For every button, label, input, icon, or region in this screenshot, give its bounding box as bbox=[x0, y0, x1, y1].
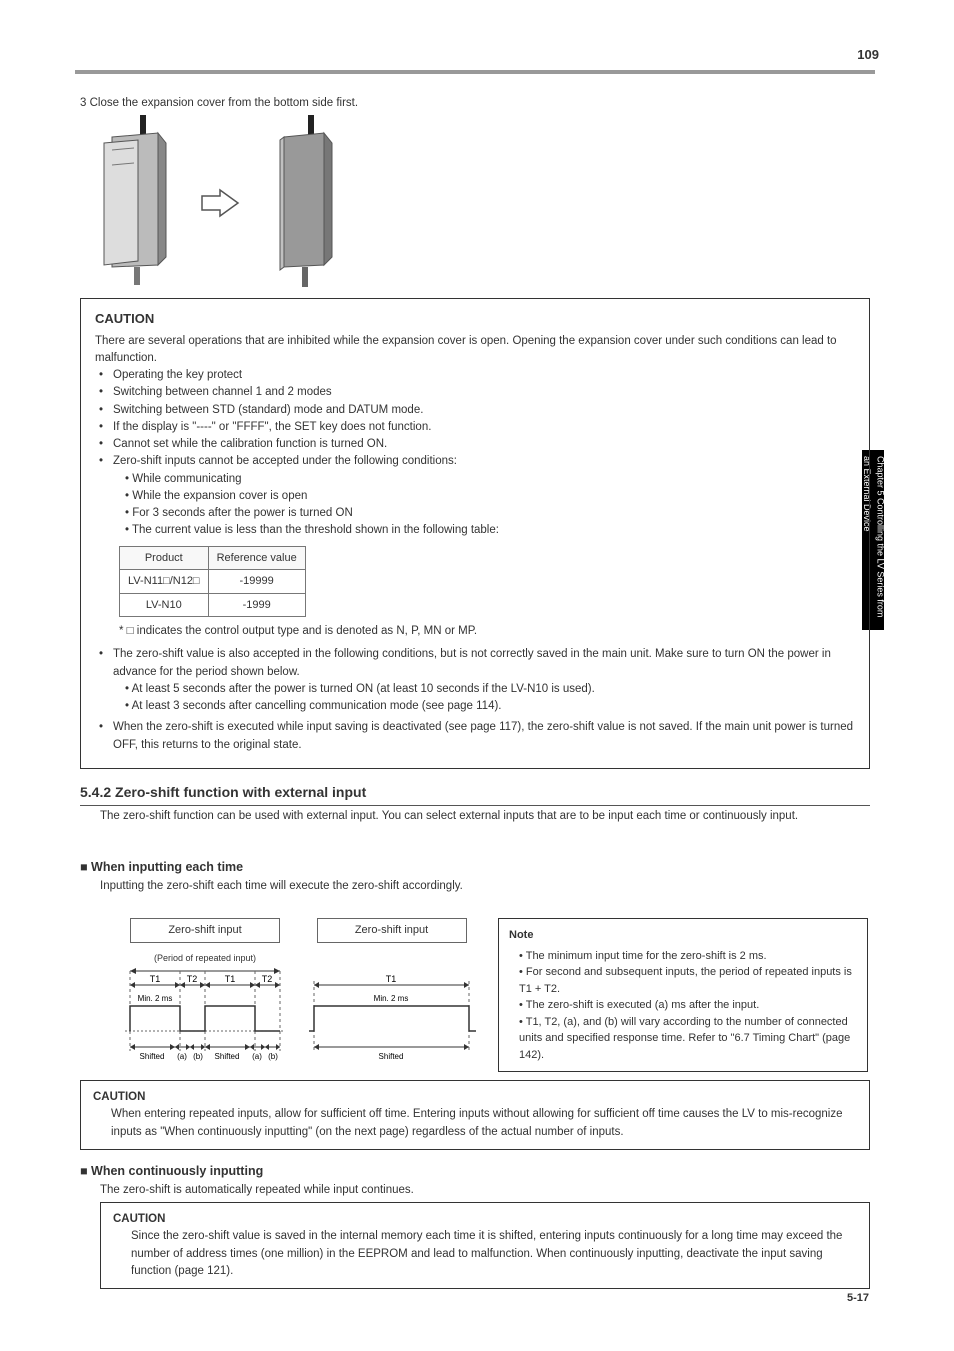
caution-label: CAUTION bbox=[93, 1091, 145, 1103]
caution-tail-text: At least 5 seconds after the power is tu… bbox=[132, 683, 595, 695]
caution-text: Since the zero-shift value is saved in t… bbox=[113, 1228, 857, 1280]
svg-text:T2: T2 bbox=[187, 974, 198, 984]
device-open-icon bbox=[90, 115, 180, 290]
caution-tail-list2: When the zero-shift is executed while in… bbox=[95, 719, 855, 754]
caution-subitem: • While the expansion cover is open bbox=[125, 488, 855, 505]
caution-label: CAUTION bbox=[95, 309, 855, 329]
caution-tail-sublist: • At least 5 seconds after the power is … bbox=[95, 681, 855, 716]
timing-diagram-row: Zero-shift input (Period of repeated inp… bbox=[120, 918, 479, 1066]
subsection-heading: ■ When continuously inputting bbox=[80, 1162, 263, 1181]
subsection-heading: ■ When inputting each time bbox=[80, 858, 243, 877]
table-cell: -1999 bbox=[208, 593, 305, 617]
caution-subitem: • The current value is less than the thr… bbox=[125, 522, 855, 539]
caution-item: Switching between channel 1 and 2 modes bbox=[113, 384, 855, 401]
svg-text:Min. 2 ms: Min. 2 ms bbox=[138, 994, 173, 1003]
table-header: Reference value bbox=[208, 546, 305, 570]
diagram-label: Zero-shift input bbox=[130, 918, 280, 943]
caution-item: Cannot set while the calibration functio… bbox=[113, 436, 855, 453]
caution-sublist: • While communicating • While the expans… bbox=[95, 471, 855, 540]
timing-chart-left-icon: (Period of repeated input) T1 T2 T1 T2 bbox=[120, 951, 290, 1066]
device-closed-icon bbox=[260, 115, 350, 290]
page-number-bottom: 5-17 bbox=[847, 1290, 869, 1307]
caution-tail-subitem: • At least 5 seconds after the power is … bbox=[125, 681, 855, 698]
svg-text:T1: T1 bbox=[225, 974, 236, 984]
caution-tail-subitem: • At least 3 seconds after cancelling co… bbox=[125, 698, 855, 715]
caution-item: Zero-shift inputs cannot be accepted und… bbox=[113, 453, 855, 470]
caution-item: If the display is "----" or "FFFF", the … bbox=[113, 419, 855, 436]
timing-chart-right-icon: T1 Min. 2 ms Shifted bbox=[304, 951, 479, 1066]
intro-instruction: 3 Close the expansion cover from the bot… bbox=[80, 95, 870, 112]
table-footnote: * □ indicates the control output type an… bbox=[119, 623, 855, 640]
caution-box-repeated-input: CAUTION When entering repeated inputs, a… bbox=[80, 1080, 870, 1150]
page-number-top: 109 bbox=[857, 45, 879, 65]
table-row: LV-N11□/N12□ -19999 bbox=[120, 570, 306, 594]
svg-text:Shifted: Shifted bbox=[215, 1052, 240, 1061]
note-box: Note The minimum input time for the zero… bbox=[498, 918, 868, 1072]
note-label: Note bbox=[509, 927, 857, 944]
caution-subitem: • While communicating bbox=[125, 471, 855, 488]
svg-text:(a): (a) bbox=[252, 1052, 262, 1061]
arrow-right-icon bbox=[200, 188, 240, 218]
caution-box-continuous-input: CAUTION Since the zero-shift value is sa… bbox=[100, 1202, 870, 1289]
note-item: T1, T2, (a), and (b) will vary according… bbox=[519, 1014, 857, 1064]
caution-text: When entering repeated inputs, allow for… bbox=[93, 1106, 857, 1141]
caution-tail-item: When the zero-shift is executed while in… bbox=[113, 719, 855, 754]
caution-list: Operating the key protect Switching betw… bbox=[95, 367, 855, 471]
caution-box-main: CAUTION There are several operations tha… bbox=[80, 298, 870, 769]
svg-text:(b): (b) bbox=[268, 1052, 278, 1061]
caution-tail-text: At least 3 seconds after cancelling comm… bbox=[132, 700, 502, 712]
section-heading: 5.4.2 Zero-shift function with external … bbox=[80, 782, 870, 806]
svg-text:T1: T1 bbox=[150, 974, 161, 984]
timing-diagram-left: Zero-shift input (Period of repeated inp… bbox=[120, 918, 290, 1066]
subsection-description: Inputting the zero-shift each time will … bbox=[100, 878, 870, 895]
svg-text:T1: T1 bbox=[386, 974, 397, 984]
subsection-description: The zero-shift is automatically repeated… bbox=[100, 1182, 870, 1199]
note-item: The minimum input time for the zero-shif… bbox=[519, 948, 857, 965]
svg-text:(b): (b) bbox=[193, 1052, 203, 1061]
svg-text:(a): (a) bbox=[177, 1052, 187, 1061]
note-item: For second and subsequent inputs, the pe… bbox=[519, 964, 857, 997]
header-rule bbox=[75, 70, 875, 74]
caution-label: CAUTION bbox=[113, 1213, 165, 1225]
table-header: Product bbox=[120, 546, 209, 570]
svg-text:Shifted: Shifted bbox=[140, 1052, 165, 1061]
caution-item: Switching between STD (standard) mode an… bbox=[113, 402, 855, 419]
table-cell: -19999 bbox=[208, 570, 305, 594]
note-item: The zero-shift is executed (a) ms after … bbox=[519, 997, 857, 1014]
diagram-label: Zero-shift input bbox=[317, 918, 467, 943]
caution-item: Operating the key protect bbox=[113, 367, 855, 384]
section-description: The zero-shift function can be used with… bbox=[100, 808, 870, 825]
svg-text:T2: T2 bbox=[262, 974, 273, 984]
caution-subitem: • For 3 seconds after the power is turne… bbox=[125, 505, 855, 522]
svg-text:Min. 2 ms: Min. 2 ms bbox=[374, 994, 409, 1003]
device-illustration-row bbox=[90, 115, 390, 290]
reference-value-table: Product Reference value LV-N11□/N12□ -19… bbox=[119, 546, 306, 618]
timing-diagram-right: Zero-shift input T1 Min. 2 ms Shifted bbox=[304, 918, 479, 1066]
table-cell: LV-N11□/N12□ bbox=[120, 570, 209, 594]
caution-tail-list: The zero-shift value is also accepted in… bbox=[95, 646, 855, 681]
caution-opening: There are several operations that are in… bbox=[95, 333, 855, 368]
period-label: (Period of repeated input) bbox=[154, 953, 256, 963]
caution-tail-item: The zero-shift value is also accepted in… bbox=[113, 646, 855, 681]
note-list: The minimum input time for the zero-shif… bbox=[509, 948, 857, 1064]
svg-text:Shifted: Shifted bbox=[379, 1052, 404, 1061]
table-row: LV-N10 -1999 bbox=[120, 593, 306, 617]
table-cell: LV-N10 bbox=[120, 593, 209, 617]
